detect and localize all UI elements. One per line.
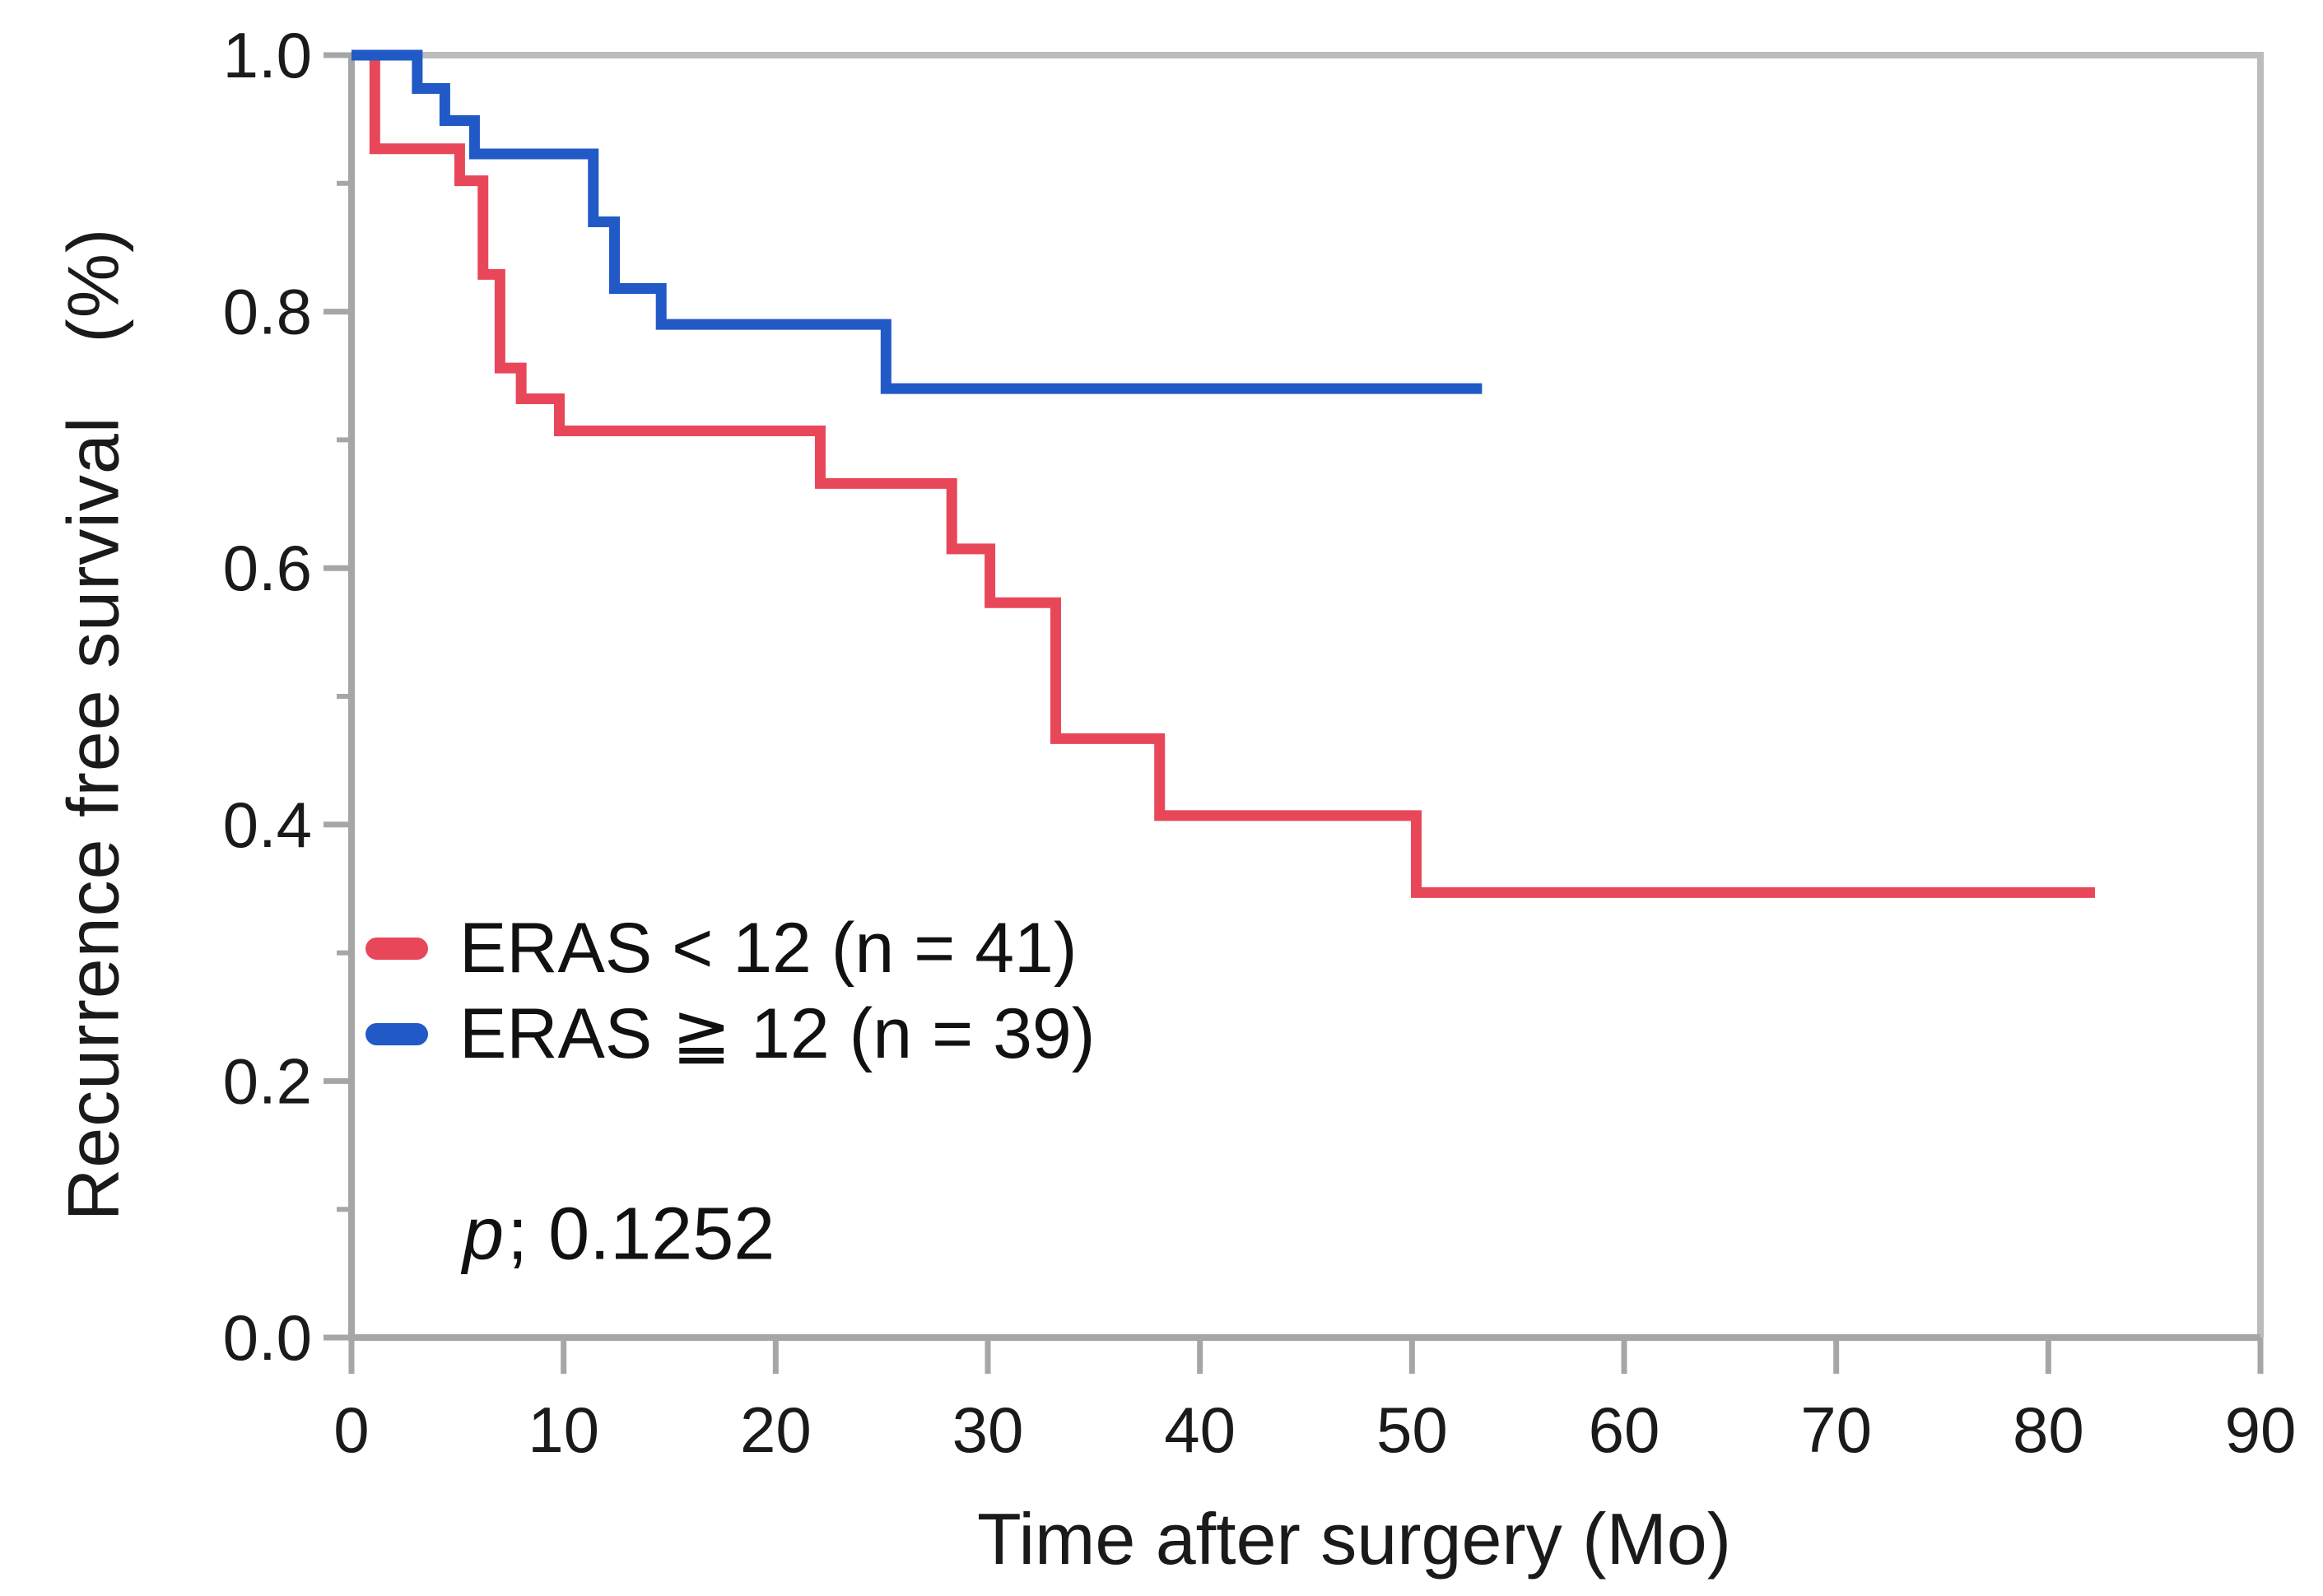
series-curve-eras-lt-12: [351, 49, 2096, 898]
x-tick-label: 20: [740, 1394, 812, 1466]
y-tick-label: 0.2: [223, 1045, 312, 1117]
legend-label: ERAS ≧ 12 (n = 39): [459, 994, 1096, 1073]
y-tick-label: 0.0: [223, 1301, 312, 1374]
x-tick-label: 70: [1800, 1394, 1872, 1466]
legend-swatch-red: [365, 937, 428, 960]
x-tick-label: 50: [1376, 1394, 1448, 1466]
x-tick-label: 10: [528, 1394, 599, 1466]
p-italic: p: [463, 1193, 505, 1276]
plot-frame: [351, 52, 2264, 1338]
x-tick-label: 80: [2013, 1394, 2084, 1466]
legend-item-eras-lt-12: ERAS < 12 (n = 41): [365, 905, 1095, 991]
x-tick-label: 90: [2225, 1394, 2297, 1466]
p-text: ; 0.1252: [507, 1193, 775, 1276]
y-axis-title: Recurrence free survival (%): [52, 227, 134, 1221]
y-tick-label: 0.8: [223, 276, 312, 348]
axis-lines: [348, 55, 2260, 1341]
x-tick-label: 60: [1589, 1394, 1660, 1466]
legend: ERAS < 12 (n = 41) ERAS ≧ 12 (n = 39): [365, 905, 1095, 1077]
y-tick-label: 0.6: [223, 532, 312, 604]
x-tick-label: 0: [333, 1394, 369, 1466]
y-tick-label: 0.4: [223, 789, 312, 861]
x-axis-title: Time after surgery (Mo): [976, 1498, 1732, 1580]
series-curve-eras-ge-12: [351, 49, 1483, 394]
x-tick-label: 40: [1164, 1394, 1236, 1466]
p-value-label: p; 0.1252: [463, 1193, 775, 1277]
y-tick-label: 1.0: [223, 19, 312, 91]
legend-label: ERAS < 12 (n = 41): [459, 908, 1078, 988]
x-tick-label: 30: [952, 1394, 1024, 1466]
legend-item-eras-ge-12: ERAS ≧ 12 (n = 39): [365, 991, 1095, 1077]
legend-swatch-blue: [365, 1022, 428, 1045]
